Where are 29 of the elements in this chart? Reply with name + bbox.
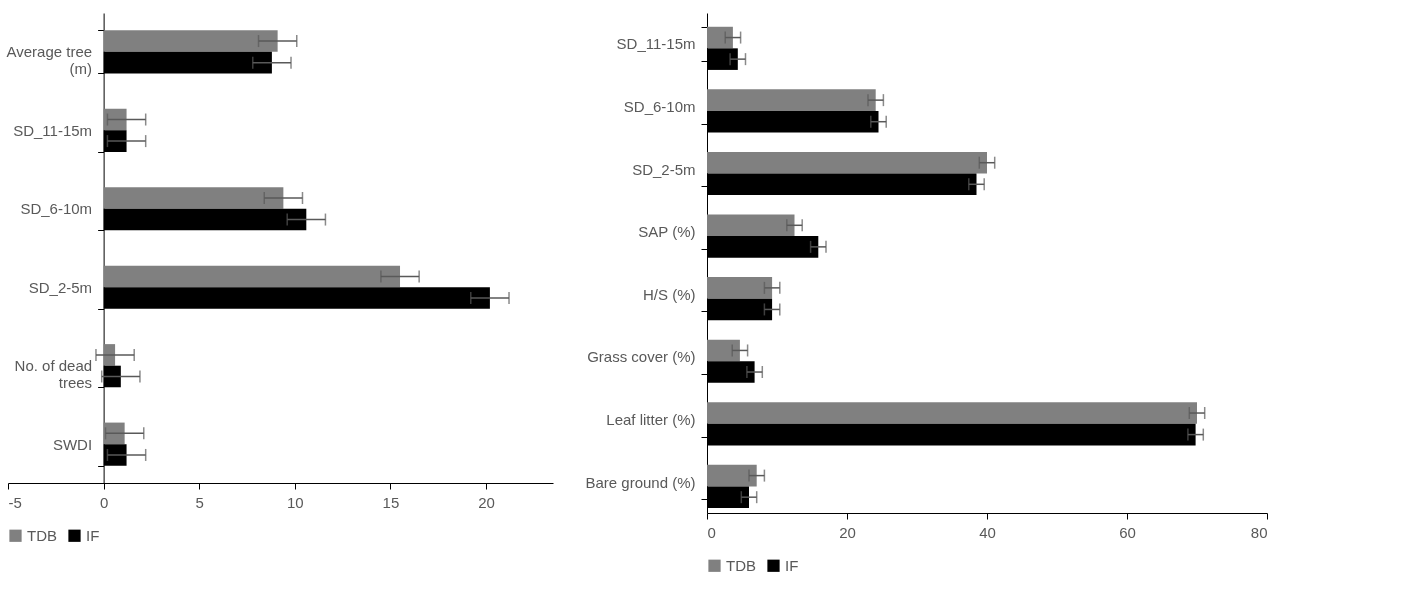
x-tick-label: 0 <box>99 493 109 511</box>
y-tick-label: Grass cover (%) <box>587 348 696 366</box>
y-tick-label: H/S (%) <box>643 285 696 303</box>
y-tick-label: SWDI <box>52 435 93 453</box>
x-tick-label: 0 <box>707 523 716 541</box>
x-tick-label: 15 <box>382 493 400 511</box>
y-tick-label: SD_6-10m <box>20 200 93 218</box>
y-tick-label: SD_6-10m <box>623 98 696 116</box>
y-tick-label: Bare ground (%) <box>585 473 696 491</box>
legend-label: IF <box>86 526 100 544</box>
x-tick-label: 20 <box>839 523 856 541</box>
y-tick-label: Average tree (m) <box>6 43 93 78</box>
y-tick-label: SAP (%) <box>638 223 696 241</box>
x-tick-label: 20 <box>478 493 495 511</box>
x-tick-label: 60 <box>1119 523 1136 541</box>
y-tick-label: No. of dead trees <box>14 357 93 392</box>
legend-label: TDB <box>27 526 57 544</box>
x-tick-label: 5 <box>195 493 204 511</box>
legend-label: IF <box>785 556 799 574</box>
y-tick-label: Leaf litter (%) <box>606 410 696 428</box>
x-tick-label: 40 <box>979 523 996 541</box>
y-tick-label: SD_2-5m <box>28 278 93 296</box>
x-tick-label: 10 <box>287 493 304 511</box>
x-tick-label: -5 <box>8 493 22 511</box>
y-tick-label: SD_2-5m <box>632 160 696 178</box>
legend-label: TDB <box>726 556 756 574</box>
x-tick-label: 80 <box>1250 523 1268 541</box>
y-tick-label: SD_11-15m <box>13 121 93 139</box>
y-tick-label: SD_11-15m <box>616 35 696 53</box>
